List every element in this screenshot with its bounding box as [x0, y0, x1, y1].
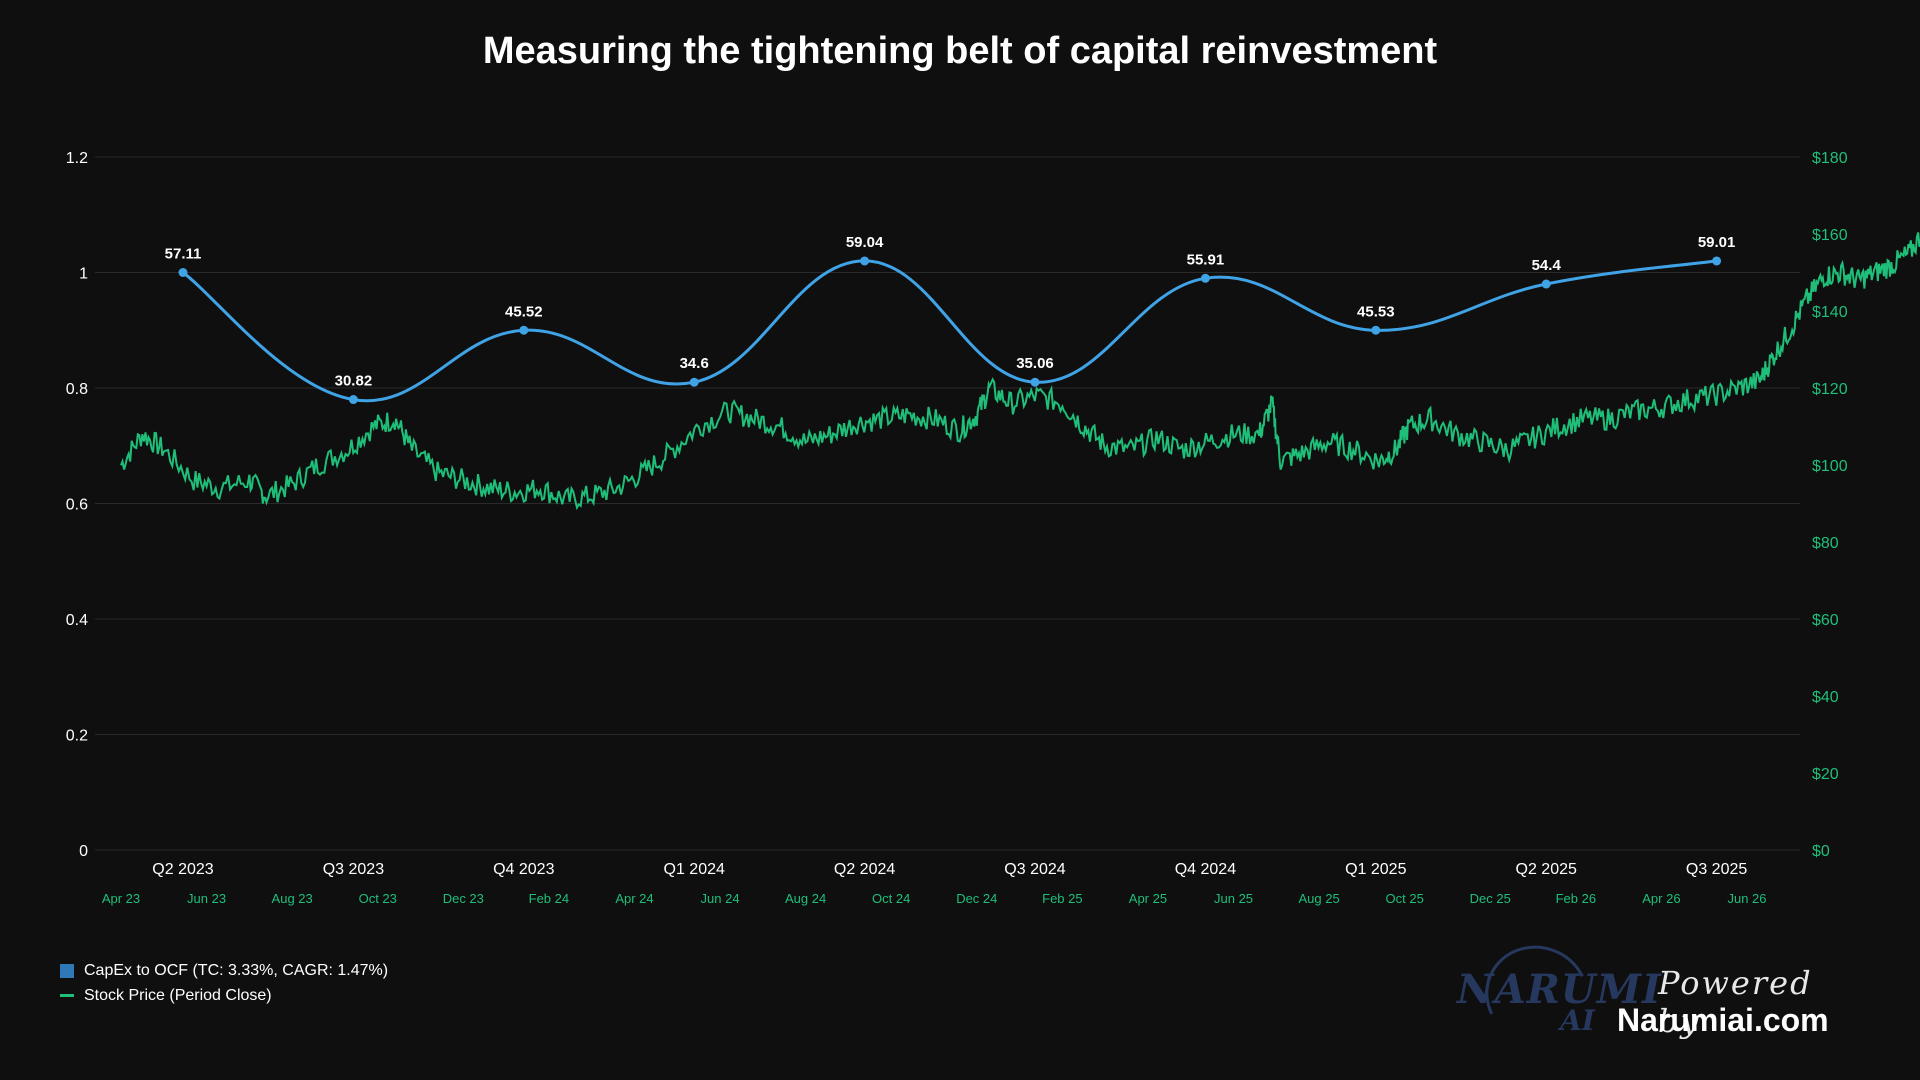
- capex-points: [178, 256, 1722, 405]
- right-tick-label: $80: [1812, 535, 1839, 552]
- right-tick-label: $140: [1812, 304, 1848, 321]
- capex-to-ocf-line: [182, 259, 1717, 403]
- legend-label-capex: CapEx to OCF (TC: 3.33%, CAGR: 1.47%): [84, 961, 389, 979]
- month-tick-label: Aug 24: [785, 891, 826, 906]
- capex-data-label: 59.01: [1698, 234, 1736, 251]
- left-tick-label: 0.8: [66, 381, 88, 398]
- month-tick-label: Oct 24: [872, 891, 910, 906]
- grid-lines: [95, 156, 1800, 851]
- capex-data-label: 35.06: [1016, 355, 1054, 372]
- quarter-tick-label: Q3 2025: [1686, 861, 1747, 878]
- quarter-tick-label: Q1 2024: [664, 861, 725, 878]
- quarter-tick-label: Q2 2024: [834, 861, 895, 878]
- month-tick-label: Dec 25: [1470, 891, 1511, 906]
- right-tick-label: $0: [1812, 843, 1830, 860]
- legend-item-capex[interactable]: CapEx to OCF (TC: 3.33%, CAGR: 1.47%): [60, 958, 388, 983]
- quarter-tick-label: Q4 2024: [1175, 861, 1236, 878]
- left-tick-label: 0: [79, 843, 88, 860]
- right-tick-label: $20: [1812, 766, 1839, 783]
- capex-point: [1200, 273, 1210, 283]
- legend-label-price: Stock Price (Period Close): [84, 986, 272, 1004]
- left-tick-label: 1: [79, 266, 88, 283]
- page-title: Measuring the tightening belt of capital…: [482, 30, 1438, 72]
- legend-swatch-capex: [60, 963, 74, 978]
- logo-text: NARUMI: [1457, 966, 1662, 1013]
- legend: CapEx to OCF (TC: 3.33%, CAGR: 1.47%) St…: [60, 958, 388, 1008]
- month-tick-label: Apr 25: [1129, 891, 1167, 906]
- month-tick-label: Feb 24: [529, 891, 569, 906]
- legend-item-price[interactable]: Stock Price (Period Close): [60, 983, 388, 1008]
- capex-data-label: 55.91: [1187, 251, 1225, 268]
- left-tick-label: 1.2: [66, 150, 88, 167]
- month-tick-label: Jun 26: [1727, 891, 1766, 906]
- capex-data-label: 45.53: [1357, 303, 1395, 320]
- right-tick-label: $120: [1812, 381, 1848, 398]
- quarter-tick-label: Q4 2023: [493, 861, 554, 878]
- quarter-tick-label: Q1 2025: [1345, 861, 1406, 878]
- month-tick-label: Oct 23: [359, 891, 397, 906]
- capex-data-label: 34.6: [680, 355, 709, 372]
- powered-by-text: Powered by: [1658, 964, 1813, 1040]
- quarter-tick-label: Q3 2023: [323, 861, 384, 878]
- quarter-tick-label: Q2 2025: [1516, 861, 1577, 878]
- month-tick-label: Jun 24: [701, 891, 740, 906]
- quarter-tick-label: Q3 2024: [1004, 861, 1065, 878]
- left-tick-label: 0.2: [66, 728, 88, 745]
- left-tick-label: 0.6: [66, 497, 88, 514]
- month-tick-label: Apr 26: [1642, 891, 1680, 906]
- right-tick-label: $40: [1812, 689, 1839, 706]
- quarter-axis: Q2 2023 Q3 2023 Q4 2023 Q1 2024 Q2 2024 Q3 20…: [152, 861, 1747, 878]
- right-tick-label: $100: [1812, 458, 1848, 475]
- month-tick-label: Oct 25: [1386, 891, 1424, 906]
- capex-point: [178, 268, 188, 277]
- capex-data-label: 59.04: [846, 234, 884, 251]
- quarter-tick-label: Q2 2023: [152, 861, 213, 878]
- narumi-logo: NARUMI AI: [1455, 931, 1661, 1059]
- capex-data-label: 45.52: [505, 303, 543, 320]
- branding: NARUMI AI Powered by Narumiai.com: [1455, 931, 1855, 1059]
- month-tick-label: Aug 25: [1299, 891, 1340, 906]
- capex-point: [860, 256, 870, 266]
- month-tick-label: Dec 23: [443, 891, 484, 906]
- stock-price-line: [120, 232, 1920, 511]
- capex-point: [689, 377, 699, 387]
- month-tick-label: Jun 25: [1214, 891, 1253, 906]
- left-axis: 1.2 1 0.8 0.6 0.4 0.2 0: [66, 150, 88, 860]
- right-tick-label: $160: [1812, 227, 1848, 244]
- capex-point: [348, 395, 358, 405]
- month-tick-label: Jun 23: [187, 891, 226, 906]
- right-tick-label: $60: [1812, 612, 1839, 629]
- month-tick-label: Feb 25: [1042, 891, 1082, 906]
- legend-swatch-price: [60, 994, 74, 997]
- capex-point: [1541, 279, 1551, 289]
- site-link[interactable]: Narumiai.com: [1617, 1002, 1829, 1038]
- capex-data-label: 54.4: [1532, 257, 1562, 274]
- capex-data-label: 57.11: [165, 246, 202, 263]
- capex-point: [1030, 377, 1040, 387]
- capex-data-label: 30.82: [335, 373, 373, 390]
- capex-point: [1371, 325, 1381, 335]
- left-tick-label: 0.4: [66, 612, 88, 629]
- month-tick-label: Apr 23: [102, 891, 140, 906]
- logo-subtext: AI: [1560, 1004, 1595, 1037]
- right-axis: $180 $160 $140 $120 $100 $80 $60 $40 $20 $0: [1812, 150, 1848, 860]
- capex-point: [519, 325, 529, 335]
- month-tick-label: Apr 24: [615, 891, 653, 906]
- capex-data-labels: 57.11 30.82 45.52 34.6 59.04 35.06 55.91 45.53 5…: [165, 234, 1736, 390]
- right-tick-label: $180: [1812, 150, 1848, 167]
- capex-point: [1712, 256, 1722, 266]
- month-axis: Apr 23 Jun 23 Aug 23 Oct 23 Dec 23 Feb 24 Apr …: [102, 891, 1767, 906]
- month-tick-label: Feb 26: [1556, 891, 1596, 906]
- month-tick-label: Aug 23: [272, 891, 313, 906]
- month-tick-label: Dec 24: [956, 891, 997, 906]
